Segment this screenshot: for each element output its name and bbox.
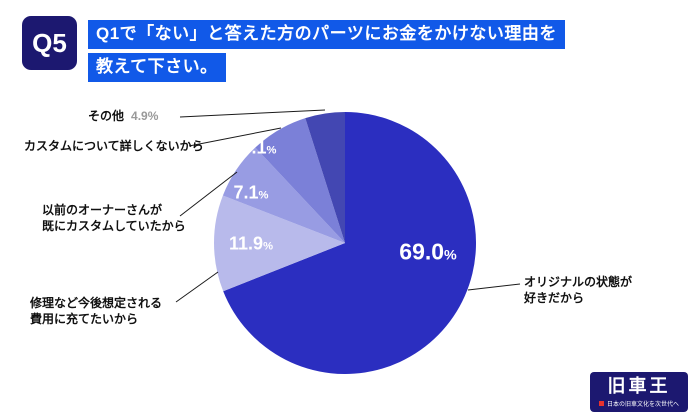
callout-owner: 以前のオーナーさんが 既にカスタムしていたから — [42, 202, 186, 234]
callout-repair-line-1: 修理など今後想定される — [30, 296, 163, 310]
pie-slice-2 — [222, 147, 345, 243]
percent-sign: % — [444, 247, 457, 264]
pie-value-custom-number: 7.1 — [241, 137, 267, 158]
pie-slice-1 — [214, 195, 345, 292]
question-title: Q1で「ない」と答えた方のパーツにお金をかけない理由を 教えて下さい。 — [88, 20, 565, 82]
callout-repair-line-2: 費用に充てたいから — [30, 312, 139, 326]
callout-custom-line-1: カスタムについて詳しくないから — [24, 139, 204, 153]
pie-slice-0 — [223, 112, 476, 374]
pie-value-repair-number: 11.9 — [229, 233, 264, 254]
callout-owner-line-1: 以前のオーナーさんが — [42, 203, 163, 217]
pie-chart — [214, 112, 476, 374]
pie-value-owner: 7.1% — [234, 183, 269, 204]
percent-sign: % — [266, 144, 277, 157]
logo-tagline-row: 日本の旧車文化を次世代へ — [598, 399, 679, 408]
pie-value-repair: 11.9% — [229, 234, 273, 255]
pie-value-original-number: 69.0 — [399, 238, 445, 265]
logo-text: 旧車王 — [607, 376, 671, 397]
question-number-badge: Q5 — [22, 16, 77, 70]
pie-value-original: 69.0% — [399, 239, 456, 266]
percent-sign: % — [263, 240, 273, 253]
leader-line-repair — [175, 271, 219, 303]
kyushaoh-logo: 旧車王 日本の旧車文化を次世代へ — [589, 372, 688, 412]
logo-red-accent — [598, 401, 604, 406]
callout-original: オリジナルの状態が 好きだから — [524, 274, 632, 306]
percent-sign: % — [258, 189, 269, 202]
callout-original-line-2: 好きだから — [524, 291, 585, 305]
pie-slice-4 — [305, 112, 345, 243]
callout-other-label: その他 — [88, 109, 125, 123]
pie-value-owner-number: 7.1 — [233, 182, 259, 203]
callout-other: その他 4.9% — [88, 108, 158, 124]
callout-custom: カスタムについて詳しくないから — [24, 138, 204, 154]
pie-slice-3 — [255, 118, 345, 243]
logo-tagline: 日本の旧車文化を次世代へ — [606, 402, 679, 408]
callout-other-value: 4.9% — [131, 109, 159, 123]
question-title-line-2: 教えて下さい。 — [88, 52, 226, 82]
question-title-line-1: Q1で「ない」と答えた方のパーツにお金をかけない理由を — [88, 20, 565, 49]
callout-repair: 修理など今後想定される 費用に充てたいから — [30, 295, 162, 327]
callout-original-line-1: オリジナルの状態が — [524, 275, 633, 289]
pie-value-custom: 7.1% — [242, 138, 277, 159]
callout-owner-line-2: 既にカスタムしていたから — [42, 219, 186, 233]
